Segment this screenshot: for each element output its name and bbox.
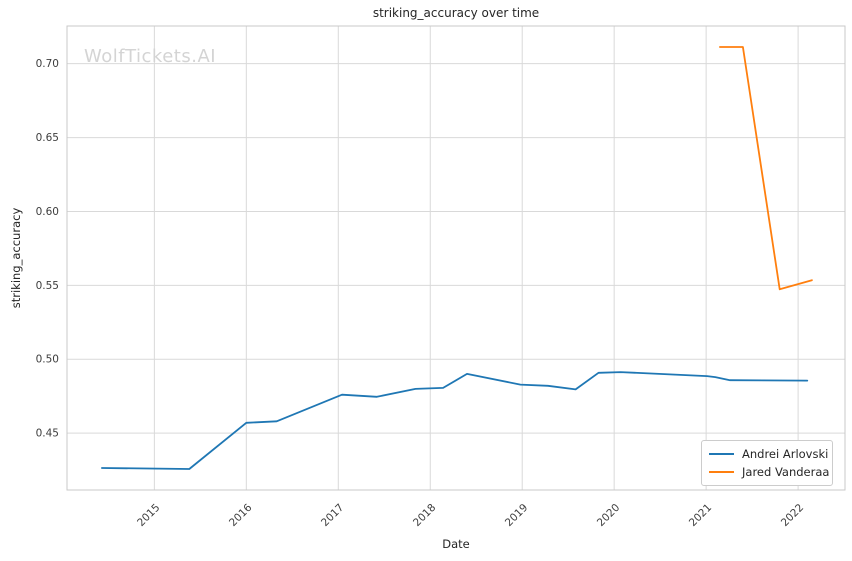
x-tick-label: 2016 (227, 501, 255, 529)
x-tick-label: 2017 (319, 502, 346, 529)
y-tick-label: 0.45 (36, 428, 59, 440)
legend: Andrei Arlovski Jared Vanderaa (701, 440, 833, 486)
legend-label-andrei-arlovski: Andrei Arlovski (742, 447, 829, 461)
legend-label-jared-vanderaa: Jared Vanderaa (742, 465, 830, 479)
y-tick-label: 0.50 (36, 354, 59, 366)
chart-title: striking_accuracy over time (372, 6, 540, 20)
legend-item-jared-vanderaa: Jared Vanderaa (709, 465, 829, 479)
x-tick-label: 2019 (503, 502, 530, 529)
plot-border (66, 25, 846, 491)
watermark: WolfTickets.AI (84, 46, 217, 67)
x-tick-label: 2020 (595, 502, 622, 529)
y-axis-label: striking_accuracy (9, 207, 23, 309)
x-tick-label: 2021 (687, 502, 714, 529)
x-axis-label: Date (442, 537, 470, 551)
x-tick-label: 2015 (135, 502, 162, 529)
legend-line-swatch-blue (709, 453, 734, 455)
legend-item-andrei-arlovski: Andrei Arlovski (709, 447, 829, 461)
y-tick-label: 0.55 (36, 280, 59, 292)
x-tick-label: 2022 (779, 502, 806, 529)
line-series-1 (719, 46, 813, 291)
line-series-0 (101, 371, 809, 470)
y-tick-label: 0.65 (36, 132, 59, 144)
y-tick-label: 0.70 (36, 58, 59, 70)
x-tick-label: 2018 (411, 502, 438, 529)
y-tick-label: 0.60 (36, 206, 59, 218)
legend-line-swatch-orange (709, 471, 734, 473)
